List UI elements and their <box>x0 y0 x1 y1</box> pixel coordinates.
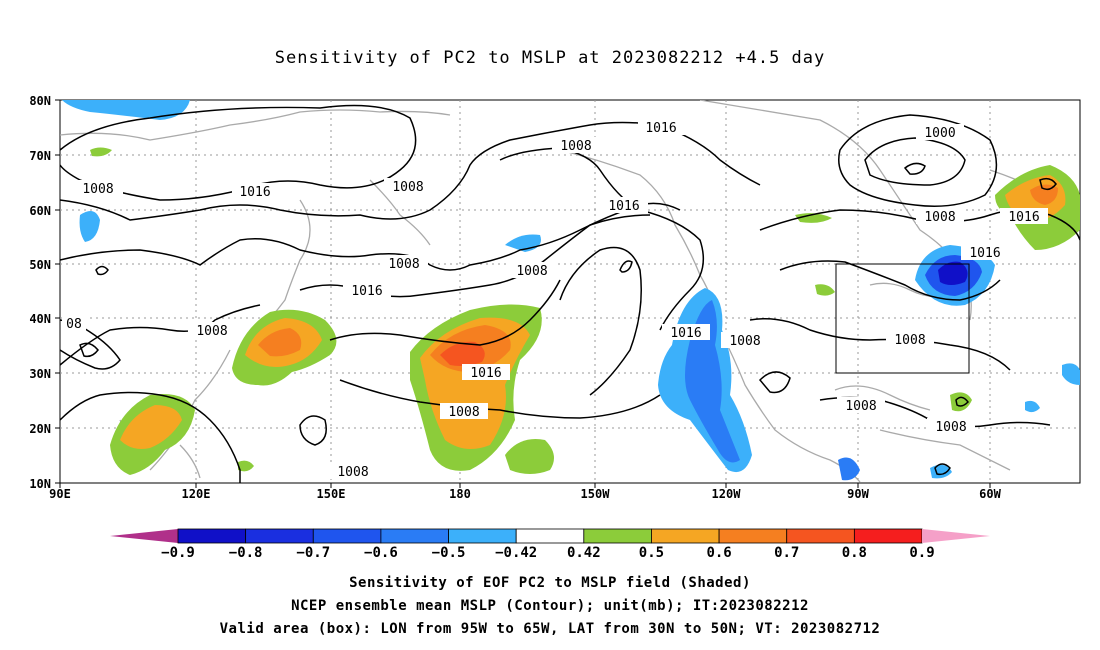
colorbar-cell <box>177 528 247 544</box>
contour-label: 1008 <box>845 399 876 414</box>
contour-label: 1008 <box>894 333 925 348</box>
lon-label: 150W <box>581 487 611 501</box>
lat-label: 70N <box>29 149 51 163</box>
contour-label: 1008 <box>729 334 760 349</box>
caption-line-1: Sensitivity of EOF PC2 to MSLP field (Sh… <box>349 575 751 591</box>
colorbar-label: 0.8 <box>842 545 867 561</box>
graticule <box>60 100 1080 483</box>
contour-label: 1008 <box>516 264 547 279</box>
axis-ticks <box>55 99 991 488</box>
contour-label: 1008 <box>560 139 591 154</box>
colorbar-cell <box>583 528 652 544</box>
colorbar-label: 0.9 <box>909 545 934 561</box>
coastlines <box>60 100 1080 483</box>
colorbar-cell <box>718 528 788 544</box>
lat-label: 80N <box>29 94 51 108</box>
colorbar-cell <box>853 528 923 544</box>
contour-label: 08 <box>66 317 82 332</box>
longitude-labels: 90E 120E 150E 180 150W 120W 90W 60W <box>49 487 1001 501</box>
lon-label: 150E <box>317 487 346 501</box>
lat-label: 30N <box>29 367 51 381</box>
colorbar-cell <box>786 528 855 544</box>
colorbar-cell <box>515 528 585 544</box>
lon-label: 90W <box>847 487 869 501</box>
contour-label: 1016 <box>645 121 676 136</box>
map-frame <box>59 99 1081 484</box>
lat-label: 20N <box>29 422 51 436</box>
colorbar-label: −0.42 <box>495 545 537 561</box>
colorbar-cell <box>245 528 314 544</box>
lon-label: 180 <box>449 487 471 501</box>
contour-label: 1016 <box>608 199 639 214</box>
colorbar-cell <box>651 528 720 544</box>
contour-label: 1000 <box>924 126 955 141</box>
contour-label: 1008 <box>196 324 227 339</box>
colorbar-label: 0.7 <box>774 545 799 561</box>
colorbar-low-arrow <box>110 529 178 543</box>
colorbar-labels: −0.9 −0.8 −0.7 −0.6 −0.5 −0.42 0.42 0.5 0.6 0.7 0.… <box>161 545 935 561</box>
contour-label: 1008 <box>82 182 113 197</box>
contour-label: 1016 <box>670 326 701 341</box>
lon-label: 60W <box>979 487 1001 501</box>
caption-line-2: NCEP ensemble mean MSLP (Contour); unit(… <box>291 598 809 614</box>
colorbar-label: −0.9 <box>161 545 195 561</box>
colorbar: −0.9 −0.8 −0.7 −0.6 −0.5 −0.42 0.42 0.5 0.6 0.7 0.… <box>110 528 990 561</box>
contour-labels: 1016 1008 1008 1016 1008 1016 1000 1008 … <box>62 119 1048 420</box>
valid-area-box <box>835 263 970 374</box>
latitude-labels: 80N 70N 60N 50N 40N 30N 20N 10N <box>29 94 51 491</box>
map-title: Sensitivity of PC2 to MSLP at 2023082212… <box>274 48 826 68</box>
colorbar-cell <box>380 528 449 544</box>
colorbar-label: −0.6 <box>364 545 398 561</box>
lat-label: 50N <box>29 258 51 272</box>
contour-label: 1016 <box>1008 210 1039 225</box>
lon-label: 120E <box>182 487 211 501</box>
contour-label: 1016 <box>470 366 501 381</box>
contour-labels-extra: 1008 1008 <box>329 418 975 480</box>
contour-label: 1008 <box>935 420 966 435</box>
colorbar-cells <box>177 528 923 544</box>
contour-label: 1008 <box>448 405 479 420</box>
contour-label: 1008 <box>924 210 955 225</box>
lat-label: 10N <box>29 477 51 491</box>
colorbar-label: −0.7 <box>296 545 330 561</box>
contour-label: 1008 <box>337 465 368 480</box>
colorbar-label: −0.5 <box>432 545 466 561</box>
colorbar-high-arrow <box>922 529 990 543</box>
colorbar-label: 0.42 <box>567 545 601 561</box>
colorbar-label: −0.8 <box>229 545 263 561</box>
lat-label: 40N <box>29 312 51 326</box>
contour-label: 1016 <box>239 185 270 200</box>
lon-label: 90E <box>49 487 71 501</box>
caption-line-3: Valid area (box): LON from 95W to 65W, L… <box>219 621 881 637</box>
colorbar-cell <box>448 528 517 544</box>
contour-label: 1016 <box>969 246 1000 261</box>
colorbar-label: 0.6 <box>706 545 731 561</box>
contour-label: 1008 <box>392 180 423 195</box>
contour-label: 1016 <box>351 284 382 299</box>
colorbar-cell <box>312 528 382 544</box>
colorbar-label: 0.5 <box>639 545 664 561</box>
contour-label: 1008 <box>388 257 419 272</box>
lat-label: 60N <box>29 204 51 218</box>
lon-label: 120W <box>712 487 742 501</box>
